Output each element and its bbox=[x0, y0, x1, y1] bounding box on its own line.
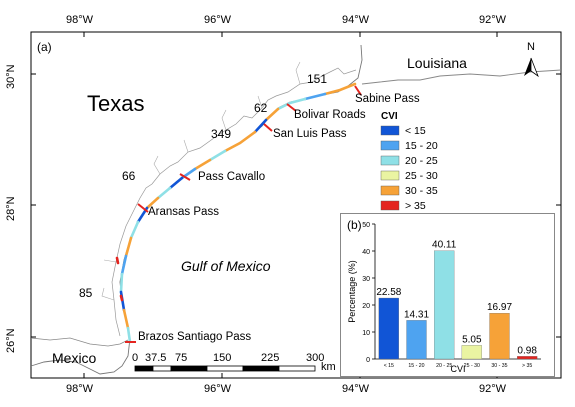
bar bbox=[517, 356, 538, 360]
san-luis-pass-marker bbox=[263, 123, 273, 132]
segment-count: 349 bbox=[211, 127, 232, 141]
bottom-lon-tick: 98°W bbox=[66, 383, 94, 395]
bolivar-roads-marker bbox=[286, 103, 297, 112]
bar bbox=[461, 345, 482, 360]
top-lon-tick: 94°W bbox=[342, 14, 370, 26]
legend-label: 15 - 20 bbox=[405, 140, 438, 152]
label-bolivar-roads: Bolivar Roads bbox=[294, 109, 366, 121]
x-tick-label: 20 - 25 bbox=[436, 363, 452, 369]
lat-tick: 26°N bbox=[5, 328, 17, 353]
legend-label: 20 - 25 bbox=[405, 155, 438, 167]
top-lon-tick: 92°W bbox=[479, 14, 507, 26]
pass-markers bbox=[125, 85, 362, 343]
region-texas: Texas bbox=[87, 91, 145, 116]
bar bbox=[489, 313, 510, 360]
segment-count: 62 bbox=[254, 101, 268, 115]
bar bbox=[406, 320, 427, 360]
label-aransas-pass: Aransas Pass bbox=[148, 206, 219, 218]
bar-value-label: 0.98 bbox=[517, 345, 537, 356]
legend-swatch-1 bbox=[380, 125, 400, 136]
scale-label: 75 bbox=[175, 352, 188, 364]
x-tick-label: 25 - 30 bbox=[464, 363, 480, 369]
legend-label: 25 - 30 bbox=[405, 170, 438, 182]
scale-label: 225 bbox=[261, 352, 280, 364]
legend-swatch-3 bbox=[380, 155, 400, 166]
top-lon-tick: 96°W bbox=[204, 14, 232, 26]
bar-value-label: 14.31 bbox=[404, 309, 429, 320]
legend-label: 30 - 35 bbox=[405, 185, 438, 197]
bar bbox=[434, 250, 455, 360]
panel-a-label: (a) bbox=[37, 40, 52, 54]
panel-b-label: (b) bbox=[347, 218, 362, 232]
y-axis-label: Percentage (%) bbox=[347, 260, 357, 323]
scale-label: 0 bbox=[132, 352, 139, 364]
x-axis-label: CVI bbox=[450, 364, 465, 374]
bottom-lon-tick: 94°W bbox=[342, 383, 370, 395]
bar-value-label: 40.11 bbox=[432, 240, 457, 251]
y-tick-label: 10 bbox=[362, 330, 370, 337]
y-tick-label: 50 bbox=[362, 222, 370, 229]
region-gulf-of-mexico: Gulf of Mexico bbox=[181, 258, 271, 274]
y-tick-label: 40 bbox=[362, 249, 370, 256]
legend-swatch-5 bbox=[380, 185, 400, 196]
north-arrow-icon bbox=[524, 57, 539, 78]
segment-count: 66 bbox=[122, 169, 136, 183]
legend-title: CVI bbox=[381, 111, 398, 122]
aransas-pass-marker bbox=[137, 203, 149, 213]
region-louisiana: Louisiana bbox=[407, 55, 467, 71]
mexico-border bbox=[30, 337, 129, 347]
label-pass-cavallo: Pass Cavallo bbox=[198, 171, 266, 183]
bottom-lon-tick: 92°W bbox=[479, 383, 507, 395]
inland-rivers bbox=[101, 61, 301, 301]
inset-chart: 0 10 20 30 40 50 Percentage (%) 22.58 < 15 14.31 1… bbox=[340, 213, 555, 377]
y-tick-label: 20 bbox=[362, 303, 370, 310]
segment-count: 151 bbox=[307, 72, 328, 86]
lat-tick: 30°N bbox=[5, 64, 17, 89]
scale-bar-graphic bbox=[134, 365, 316, 372]
louisiana-coast bbox=[361, 69, 562, 85]
north-arrow-letter: N bbox=[527, 41, 535, 53]
region-mexico: Mexico bbox=[52, 350, 97, 366]
top-lon-tick: 98°W bbox=[66, 14, 94, 26]
scale-label: 37.5 bbox=[145, 352, 167, 364]
lat-tick: 28°N bbox=[5, 196, 17, 221]
bar-value-label: 22.58 bbox=[376, 287, 401, 298]
legend-swatch-2 bbox=[380, 140, 400, 151]
y-tick-label: 30 bbox=[362, 276, 370, 283]
bar-value-label: 16.97 bbox=[487, 302, 512, 313]
label-san-luis-pass: San Luis Pass bbox=[273, 128, 347, 140]
x-tick-label: < 15 bbox=[384, 363, 394, 369]
bar-chart: 0 10 20 30 40 50 Percentage (%) 22.58 < 15 14.31 1… bbox=[347, 222, 541, 374]
bottom-lon-tick: 96°W bbox=[204, 383, 232, 395]
segment-count: 85 bbox=[79, 286, 93, 300]
x-tick-label: 15 - 20 bbox=[408, 363, 424, 369]
scale-unit: km bbox=[321, 361, 336, 373]
bar-value-label: 5.05 bbox=[462, 334, 482, 345]
legend-label: < 15 bbox=[405, 125, 426, 137]
sabine-pass-marker bbox=[354, 85, 362, 96]
graticule-ticks bbox=[31, 32, 561, 378]
cvi-legend-swatches bbox=[380, 125, 400, 211]
label-sabine-pass: Sabine Pass bbox=[355, 93, 420, 105]
pass-cavallo-marker bbox=[179, 173, 191, 181]
legend-label: > 35 bbox=[405, 200, 426, 212]
legend-swatch-4 bbox=[380, 170, 400, 181]
x-tick-label: > 35 bbox=[522, 363, 532, 369]
legend-swatch-6 bbox=[380, 200, 400, 211]
bay-shoreline bbox=[111, 67, 357, 337]
bar bbox=[378, 297, 399, 360]
y-tick-label: 0 bbox=[366, 357, 370, 364]
label-brazos-santiago-pass: Brazos Santiago Pass bbox=[138, 331, 252, 343]
scale-label: 300 bbox=[306, 352, 325, 364]
x-tick-label: 30 - 35 bbox=[491, 363, 507, 369]
scale-label: 150 bbox=[213, 352, 232, 364]
